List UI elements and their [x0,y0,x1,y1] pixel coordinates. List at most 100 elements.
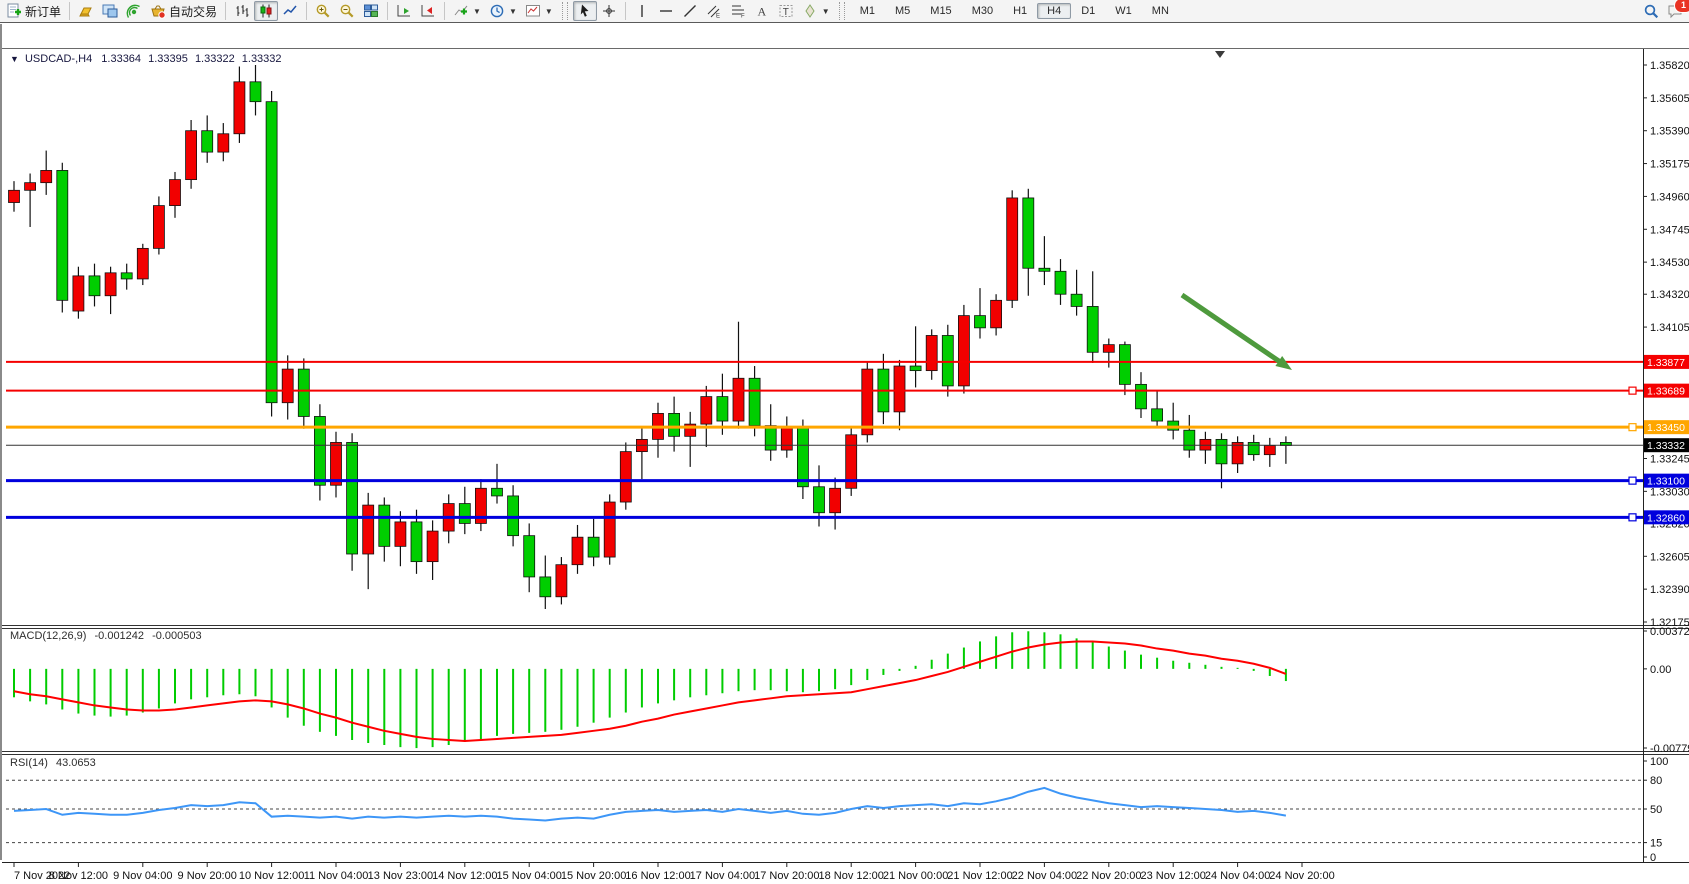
svg-text:1.34960: 1.34960 [1650,191,1689,203]
svg-text:8 Nov 12:00: 8 Nov 12:00 [49,870,108,882]
gold-bar-button[interactable] [74,1,98,21]
svg-text:0.00: 0.00 [1650,664,1671,676]
shift-marker-icon [1215,51,1225,58]
line-handle [1628,513,1637,522]
new-order-button[interactable]: 新订单 [2,1,65,21]
hlines-layer [6,360,1643,522]
tile-windows-icon [364,4,379,17]
toolbar-grip [838,2,845,20]
candlestick-chart-button[interactable] [254,1,279,21]
auto-trading-button[interactable]: 自动交易 [146,1,221,21]
chart-shift-icon [421,5,435,17]
label-icon: T [779,5,793,18]
svg-text:F: F [741,14,745,20]
macd-title: MACD(12,26,9) [10,630,87,642]
clock-icon [490,4,504,18]
arrows-button[interactable]: ▼ [798,1,834,21]
timeframe-m1-button[interactable]: M1 [850,3,885,19]
macd-value: -0.001242 [94,630,145,642]
timeframe-w1-button[interactable]: W1 [1105,3,1142,19]
trendline-button[interactable] [678,1,702,21]
signals-button[interactable] [122,1,146,21]
fibonacci-button[interactable]: F [726,1,750,21]
crosshair-button[interactable] [597,1,621,21]
toolbar-separator [444,2,446,20]
svg-text:1.32860: 1.32860 [1647,512,1685,524]
svg-text:E: E [716,14,720,20]
hline-icon [659,10,672,12]
horizontal-line-button[interactable] [654,1,678,21]
svg-text:1.34745: 1.34745 [1650,224,1689,236]
chart-shift-button[interactable] [416,1,440,21]
ohlc-close: 1.33332 [241,53,282,65]
toolbar-separator [624,2,626,20]
price-axis: 1.35820 1.35605 1.35390 1.35175 1.34960 1.347… [1643,60,1689,629]
svg-text:22 Nov 20:00: 22 Nov 20:00 [1076,870,1141,882]
chart-expander-icon[interactable]: ▼ [10,54,19,64]
auto-scroll-button[interactable] [392,1,416,21]
svg-text:24 Nov 04:00: 24 Nov 04:00 [1205,870,1270,882]
svg-text:100: 100 [1650,756,1668,768]
svg-text:1.33689: 1.33689 [1647,386,1685,398]
toolbar-separator [387,2,389,20]
timeframe-d1-button[interactable]: D1 [1071,3,1105,19]
macd-label: MACD(12,26,9) -0.001242 -0.000503 [10,630,202,642]
svg-text:17 Nov 20:00: 17 Nov 20:00 [754,870,819,882]
chart-title[interactable]: ▼ USDCAD-,H4 1.33364 1.33395 1.33322 1.3… [10,53,282,65]
line-chart-button[interactable] [278,1,302,21]
cursor-button[interactable] [572,1,597,21]
svg-text:11 Nov 04:00: 11 Nov 04:00 [304,870,369,882]
timeframe-m15-button[interactable]: M15 [920,3,961,19]
tile-windows-button[interactable] [359,1,383,21]
svg-text:1.33245: 1.33245 [1650,453,1689,465]
svg-text:22 Nov 04:00: 22 Nov 04:00 [1012,870,1077,882]
timeframe-m30-button[interactable]: M30 [962,3,1003,19]
svg-text:18 Nov 12:00: 18 Nov 12:00 [818,870,883,882]
bar-chart-button[interactable] [230,1,254,21]
text-button[interactable]: A [750,1,774,21]
trendline-icon [683,5,696,17]
cursor-icon [580,4,589,17]
svg-text:1.33332: 1.33332 [1647,440,1685,452]
periods-button[interactable]: ▼ [485,1,521,21]
svg-text:80: 80 [1650,775,1662,787]
zoom-out-icon [340,4,354,18]
zoom-out-button[interactable] [335,1,359,21]
equidistant-channel-button[interactable]: E [702,1,726,21]
bar-chart-icon [236,5,249,17]
ohlc-open: 1.33364 [101,53,142,65]
timeframe-m5-button[interactable]: M5 [885,3,920,19]
svg-text:1.33450: 1.33450 [1647,422,1685,434]
line-handle [1628,423,1637,432]
rsi-title: RSI(14) [10,757,48,769]
charts-window-button[interactable] [98,1,122,21]
vertical-line-button[interactable] [630,1,654,21]
svg-text:1.35820: 1.35820 [1650,60,1689,72]
search-icon [1644,4,1659,19]
timeframe-h1-button[interactable]: H1 [1003,3,1037,19]
svg-text:1.35175: 1.35175 [1650,159,1689,171]
notifications-button[interactable]: 1 [1663,0,1689,21]
svg-text:A: A [757,5,766,19]
price-chart[interactable]: 1.35820 1.35605 1.35390 1.35175 1.34960 1.347… [2,48,1689,884]
rsi-pane: 100 80 50 15 0 [6,756,1668,864]
svg-text:24 Nov 20:00: 24 Nov 20:00 [1269,870,1334,882]
line-chart-icon [283,5,297,15]
svg-text:15: 15 [1650,838,1662,850]
timeframe-h4-button[interactable]: H4 [1037,3,1072,19]
zoom-in-button[interactable] [311,1,335,21]
svg-text:50: 50 [1650,804,1662,816]
svg-text:9 Nov 20:00: 9 Nov 20:00 [178,870,237,882]
svg-text:23 Nov 12:00: 23 Nov 12:00 [1140,870,1205,882]
macd-signal-value: -0.000503 [152,630,202,642]
svg-text:1.35605: 1.35605 [1650,93,1689,105]
timeframe-mn-button[interactable]: MN [1142,3,1179,19]
toolbar-grip [561,2,568,20]
indicators-icon [454,5,468,16]
zoom-in-icon [316,4,330,18]
text-label-button[interactable]: T [774,1,798,21]
search-button[interactable] [1639,1,1663,21]
svg-text:10 Nov 12:00: 10 Nov 12:00 [239,870,304,882]
indicators-button[interactable]: ▼ [449,1,485,21]
templates-button[interactable]: ▼ [521,1,557,21]
